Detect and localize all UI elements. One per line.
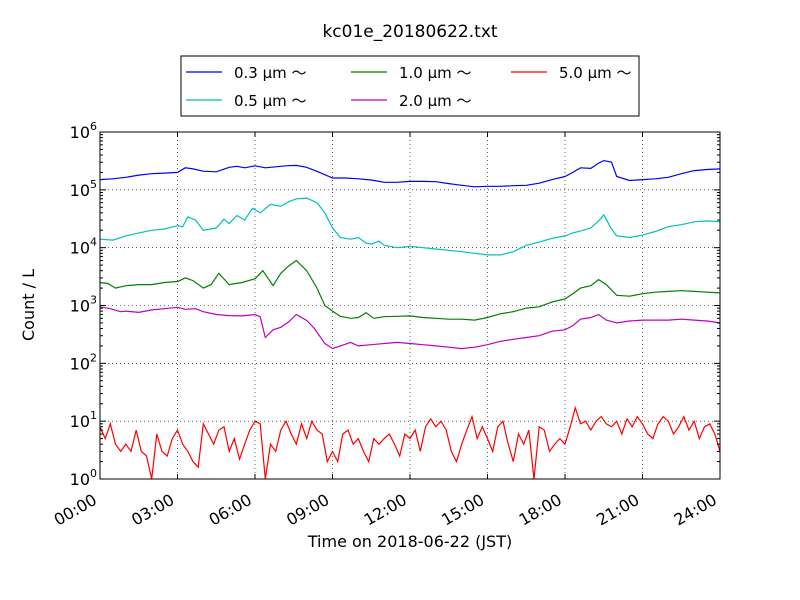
x-axis-label: Time on 2018-06-22 (JST) [307,532,512,551]
y-tick-base: 10 [70,470,90,489]
y-tick-base: 10 [70,181,90,200]
y-tick-exponent: 4 [90,236,97,249]
x-tick-label: 21:00 [593,490,642,530]
y-tick-base: 10 [70,412,90,431]
legend-label: 5.0 μm ～ [559,64,632,82]
y-tick-label: 103 [70,294,97,316]
x-tick-label: 24:00 [671,490,720,530]
y-tick-label: 101 [70,409,97,431]
y-tick-label: 104 [70,236,97,258]
y-tick-exponent: 1 [90,409,97,422]
y-tick-base: 10 [70,354,90,373]
y-tick-exponent: 0 [90,467,97,480]
legend-label: 0.3 μm ～ [234,64,307,82]
legend-label: 0.5 μm ～ [234,92,307,110]
legend: 0.3 μm ～ 1.0 μm ～ 5.0 μm ～ 0.5 μm ～ 2.0 μm ～ [180,55,640,117]
y-tick-exponent: 6 [90,120,97,133]
x-tick-label: 03:00 [128,490,177,530]
series-line-4 [100,405,720,479]
x-tick-label: 18:00 [516,490,565,530]
y-tick-exponent: 3 [90,294,97,307]
series-line-2 [100,259,720,321]
series-line-0 [100,159,720,188]
series-lines [100,159,720,479]
y-tick-exponent: 5 [90,178,97,191]
x-tick-label: 15:00 [438,490,487,530]
y-tick-label: 100 [70,467,97,489]
legend-label: 2.0 μm ～ [399,92,472,110]
x-axis-ticks: 00:00 03:00 06:00 09:00 12:00 15:00 18:00 21:00… [51,132,721,530]
y-tick-base: 10 [70,297,90,316]
series-line-1 [100,197,720,256]
y-tick-label: 106 [70,120,97,142]
x-tick-label: 06:00 [206,490,255,530]
series-line-3 [100,306,720,350]
legend-label: 1.0 μm ～ [399,64,472,82]
y-tick-base: 10 [70,239,90,258]
y-tick-label: 102 [70,351,97,373]
y-axis-label: Count / L [19,269,38,341]
x-tick-label: 09:00 [283,490,332,530]
legend-box [180,55,640,117]
x-tick-label: 12:00 [361,490,410,530]
grid [100,132,720,479]
y-tick-base: 10 [70,123,90,142]
y-tick-label: 105 [70,178,97,200]
chart-title: kc01e_20180622.txt [322,22,497,42]
y-tick-exponent: 2 [90,351,97,364]
x-tick-label: 00:00 [51,490,100,530]
